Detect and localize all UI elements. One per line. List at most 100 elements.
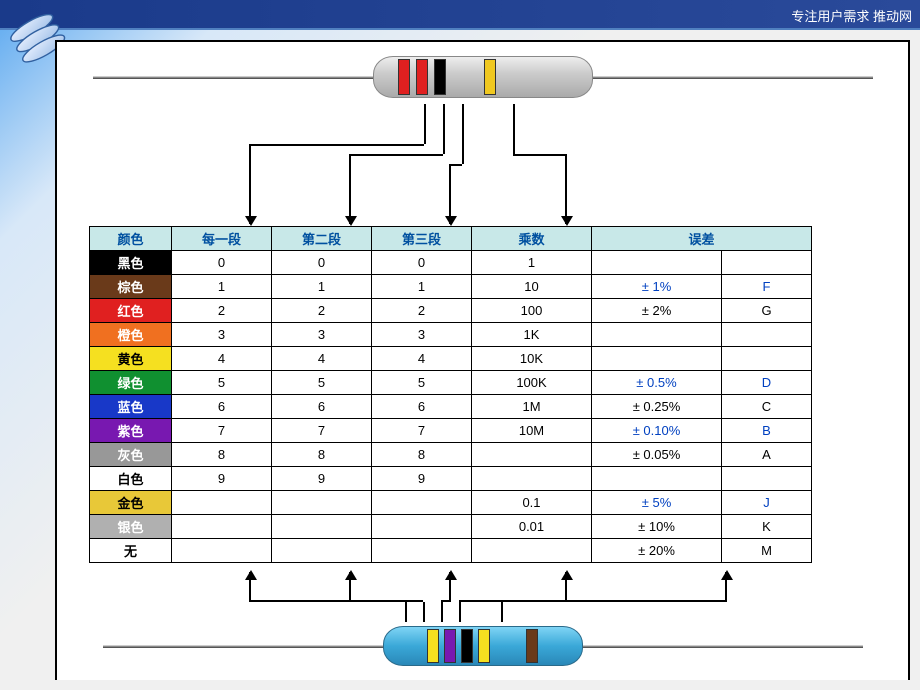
- table-cell: [172, 539, 272, 563]
- arrow-segment: [423, 602, 425, 622]
- table-cell: K: [722, 515, 812, 539]
- resistor-band: [526, 629, 538, 663]
- header-tagline: 专注用户需求 推动网: [791, 9, 912, 24]
- table-cell: 10K: [472, 347, 592, 371]
- resistor-band: [398, 59, 410, 95]
- table-cell: 9: [272, 467, 372, 491]
- table-cell: C: [722, 395, 812, 419]
- arrow-segment: [459, 602, 461, 622]
- table-cell: 4: [372, 347, 472, 371]
- resistor-body-4band: [373, 56, 593, 98]
- table-cell: [172, 491, 272, 515]
- table-header-cell: 误差: [592, 227, 812, 251]
- resistor-5band: [57, 626, 908, 666]
- table-cell: ± 10%: [592, 515, 722, 539]
- table-cell: ± 0.5%: [592, 371, 722, 395]
- resistor-4band: [57, 56, 908, 98]
- arrow-segment: [501, 600, 725, 602]
- table-cell: 10M: [472, 419, 592, 443]
- table-cell: [272, 539, 372, 563]
- table-cell: 9: [172, 467, 272, 491]
- table-cell: [722, 251, 812, 275]
- color-name-cell: 橙色: [90, 323, 172, 347]
- resistor-band: [484, 59, 496, 95]
- resistor-lead-right: [593, 76, 873, 79]
- color-name-cell: 绿色: [90, 371, 172, 395]
- table-row: 金色0.1± 5%J: [90, 491, 812, 515]
- arrow-segment: [441, 602, 443, 622]
- color-name-cell: 银色: [90, 515, 172, 539]
- table-header-cell: 第二段: [272, 227, 372, 251]
- color-name-cell: 白色: [90, 467, 172, 491]
- table-row: 黄色44410K: [90, 347, 812, 371]
- table-cell: ± 0.05%: [592, 443, 722, 467]
- table-cell: 100K: [472, 371, 592, 395]
- table-cell: [272, 515, 372, 539]
- table-cell: 6: [372, 395, 472, 419]
- table-row: 红色222100± 2%G: [90, 299, 812, 323]
- color-name-cell: 灰色: [90, 443, 172, 467]
- resistor-lead-left: [93, 76, 373, 79]
- arrow-segment: [349, 154, 443, 156]
- table-cell: [272, 491, 372, 515]
- color-name-cell: 紫色: [90, 419, 172, 443]
- band-spacer: [452, 59, 478, 95]
- table-row: 棕色11110± 1%F: [90, 275, 812, 299]
- arrow-segment: [462, 104, 464, 164]
- table-cell: F: [722, 275, 812, 299]
- table-cell: [472, 467, 592, 491]
- resistor-band: [416, 59, 428, 95]
- table-cell: ± 2%: [592, 299, 722, 323]
- table-cell: [592, 347, 722, 371]
- table-header-cell: 每一段: [172, 227, 272, 251]
- table-cell: 3: [372, 323, 472, 347]
- table-cell: [372, 539, 472, 563]
- table-cell: 9: [372, 467, 472, 491]
- table-row: 白色999: [90, 467, 812, 491]
- table-cell: 3: [272, 323, 372, 347]
- table-cell: 5: [272, 371, 372, 395]
- table-cell: [592, 323, 722, 347]
- arrow-down-icon: [249, 144, 251, 224]
- table-cell: ± 0.10%: [592, 419, 722, 443]
- table-cell: 1: [272, 275, 372, 299]
- arrow-up-icon: [249, 572, 251, 602]
- table-cell: G: [722, 299, 812, 323]
- table-cell: D: [722, 371, 812, 395]
- band-spacer: [495, 629, 521, 663]
- arrow-segment: [249, 144, 424, 146]
- table-cell: 100: [472, 299, 592, 323]
- table-cell: 1: [172, 275, 272, 299]
- table-cell: 1M: [472, 395, 592, 419]
- table-cell: [722, 467, 812, 491]
- table-cell: 4: [272, 347, 372, 371]
- table-cell: ± 5%: [592, 491, 722, 515]
- table-cell: 0.1: [472, 491, 592, 515]
- table-cell: 0: [372, 251, 472, 275]
- arrow-up-icon: [565, 572, 567, 602]
- arrow-down-icon: [449, 164, 451, 224]
- resistor-lead-right: [583, 645, 863, 648]
- resistor-lead-left: [103, 645, 383, 648]
- table-cell: 4: [172, 347, 272, 371]
- table-cell: 0: [272, 251, 372, 275]
- arrows-top-set: [57, 104, 908, 224]
- table-cell: 0: [172, 251, 272, 275]
- table-cell: [172, 515, 272, 539]
- table-cell: 0.01: [472, 515, 592, 539]
- table-cell: [472, 539, 592, 563]
- table-cell: [722, 323, 812, 347]
- table-cell: 2: [372, 299, 472, 323]
- resistor-band: [444, 629, 456, 663]
- table-cell: [592, 467, 722, 491]
- table-cell: [372, 515, 472, 539]
- table-cell: 5: [372, 371, 472, 395]
- table-row: 银色 0.01± 10%K: [90, 515, 812, 539]
- resistor-body-5band: [383, 626, 583, 666]
- arrow-up-icon: [725, 572, 727, 602]
- table-cell: 5: [172, 371, 272, 395]
- table-cell: 6: [172, 395, 272, 419]
- color-name-cell: 蓝色: [90, 395, 172, 419]
- arrow-down-icon: [565, 154, 567, 224]
- table-cell: [592, 251, 722, 275]
